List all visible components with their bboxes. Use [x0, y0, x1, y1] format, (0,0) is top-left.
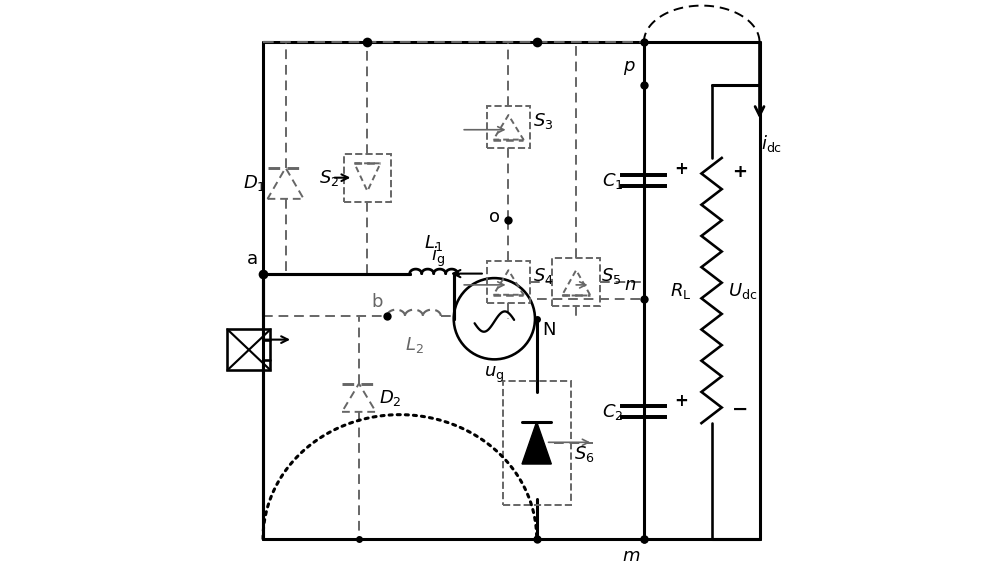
Text: $u_{\rm g}$: $u_{\rm g}$: [484, 365, 505, 385]
Bar: [227, 329, 270, 370]
Text: +: +: [674, 160, 688, 178]
Text: $S_5$: $S_5$: [601, 266, 621, 287]
Text: b: b: [371, 293, 383, 311]
Text: $S_2$: $S_2$: [319, 168, 339, 188]
Bar: [344, 154, 391, 202]
Polygon shape: [522, 422, 551, 464]
Text: +: +: [732, 163, 747, 181]
Text: $C_1$: $C_1$: [602, 170, 624, 190]
Bar: [503, 381, 571, 505]
Bar: [552, 258, 600, 306]
Text: $U_{\rm dc}$: $U_{\rm dc}$: [728, 280, 757, 300]
Bar: [487, 106, 530, 148]
Text: $p$: $p$: [623, 59, 636, 76]
Text: N: N: [542, 321, 556, 339]
Text: $i_{\rm dc}$: $i_{\rm dc}$: [761, 133, 783, 154]
Text: $S_3$: $S_3$: [533, 111, 554, 131]
Text: o: o: [489, 208, 500, 226]
Text: $L_2$: $L_2$: [405, 335, 423, 355]
Text: −: −: [732, 400, 748, 418]
Text: $n$: $n$: [624, 276, 636, 294]
Text: $R_{\rm L}$: $R_{\rm L}$: [670, 280, 691, 300]
Text: $m$: $m$: [622, 547, 641, 565]
Text: $D_2$: $D_2$: [379, 388, 401, 408]
Text: $S_4$: $S_4$: [533, 266, 554, 287]
Text: $C_2$: $C_2$: [602, 402, 624, 422]
Text: $D_1$: $D_1$: [243, 173, 266, 193]
Text: $L_1$: $L_1$: [424, 233, 443, 253]
Text: +: +: [674, 392, 688, 410]
Text: $S_6$: $S_6$: [574, 444, 595, 464]
Text: a: a: [247, 250, 258, 268]
Bar: [487, 261, 530, 303]
Text: $i_{\rm g}$: $i_{\rm g}$: [431, 245, 445, 269]
